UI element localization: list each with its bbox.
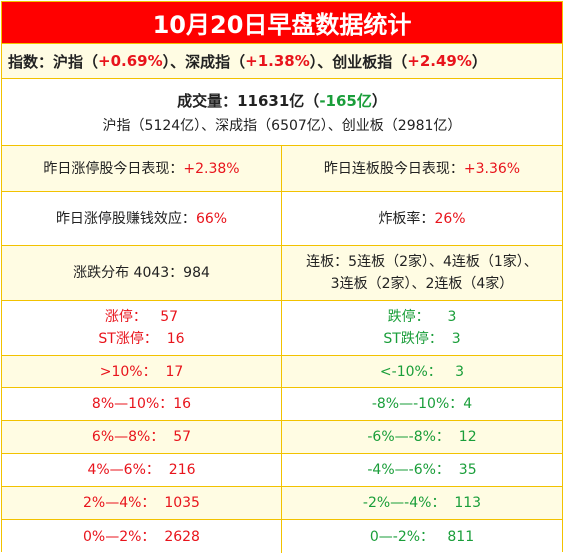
dist-up-cell: >10%： 17 [2, 356, 282, 387]
dist-down-value: -6%—-8%： 12 [367, 429, 477, 445]
dist-down-value: -8%—-10%：4 [371, 396, 473, 412]
streak-line-1: 连板：5连板（2家）、4连板（1家）、 [306, 254, 538, 270]
breadth-row: 涨跌分布 4043：984 连板：5连板（2家）、4连板（1家）、 3连板（2家… [2, 246, 562, 301]
indices-mid1: ）、深成指（ [162, 52, 246, 71]
break-rate-value: 26% [434, 210, 466, 227]
streak-perf-label: 昨日连板股今日表现： [323, 160, 464, 177]
dist-up-value: 2%—4%： 1035 [83, 495, 200, 511]
streak-performance: 昨日连板股今日表现：+3.36% [282, 146, 562, 191]
title-text: 10月20日早盘数据统计 [152, 11, 412, 39]
performance-row: 昨日涨停股今日表现：+2.38% 昨日连板股今日表现：+3.36% [2, 146, 562, 192]
distribution-row: 0%—2%： 2628 0—-2%： 811 [2, 520, 562, 553]
sz-change: +1.38% [245, 52, 310, 70]
dist-up-cell: 8%—10%：16 [2, 388, 282, 420]
volume-detail: 沪指（5124亿）、深成指（6507亿）、创业板（2981亿） [102, 117, 462, 134]
dist-up-value: 4%—6%： 216 [87, 462, 196, 478]
dist-down-value: -2%—-4%： 113 [362, 495, 482, 511]
distribution-row: 8%—10%：16 -8%—-10%：4 [2, 388, 562, 421]
dist-up-value: 0%—2%： 2628 [83, 528, 200, 545]
volume-close: ） [371, 91, 387, 110]
effect-row: 昨日涨停股赚钱效应：66% 炸板率：26% [2, 192, 562, 246]
volume-label: 成交量：11631亿（ [177, 91, 320, 110]
volume-row: 成交量：11631亿（-165亿） 沪指（5124亿）、深成指（6507亿）、创… [2, 79, 562, 146]
indices-row: 指数：沪指（ +0.69% ）、深成指（ +1.38% ）、创业板指（ +2.4… [2, 44, 562, 79]
indices-mid2: ）、创业板指（ [309, 52, 408, 71]
limit-down-cell: 跌停： 3 ST跌停： 3 [282, 301, 562, 355]
dist-down-cell: -8%—-10%：4 [282, 388, 562, 420]
indices-suffix: ） [471, 52, 487, 71]
dist-up-value: 6%—8%： 57 [91, 429, 192, 445]
dist-down-cell: <-10%： 3 [282, 356, 562, 387]
page-title: 10月20日早盘数据统计 [2, 2, 562, 44]
distribution-row: 4%—6%： 216 -4%—-6%： 35 [2, 454, 562, 487]
distribution-row: >10%： 17 <-10%： 3 [2, 356, 562, 388]
dist-down-cell: -6%—-8%： 12 [282, 421, 562, 453]
money-effect-label: 昨日涨停股赚钱效应： [55, 210, 196, 227]
dist-down-value: <-10%： 3 [379, 363, 465, 380]
volume-change: -165亿 [319, 91, 372, 110]
breadth-distribution: 涨跌分布 4043：984 [2, 246, 282, 300]
break-rate: 炸板率：26% [282, 192, 562, 245]
dist-up-cell: 2%—4%： 1035 [2, 487, 282, 519]
cy-change: +2.49% [407, 52, 472, 70]
limitup-perf-value: +2.38% [183, 160, 240, 177]
dist-up-cell: 0%—2%： 2628 [2, 520, 282, 553]
breadth-text: 涨跌分布 4043：984 [73, 265, 210, 281]
dist-up-value: 8%—10%：16 [91, 396, 192, 412]
indices-prefix: 指数：沪指（ [8, 52, 99, 71]
dist-down-value: -4%—-6%： 35 [367, 462, 477, 478]
dist-up-cell: 4%—6%： 216 [2, 454, 282, 486]
dist-up-value: >10%： 17 [99, 363, 184, 380]
money-effect-value: 66% [195, 210, 228, 227]
st-limit-down-count: ST跌停： 3 [383, 331, 461, 347]
limit-up-cell: 涨停： 57 ST涨停： 16 [2, 301, 282, 355]
dist-down-cell: 0—-2%： 811 [282, 520, 562, 553]
distribution-row: 2%—4%： 1035 -2%—-4%： 113 [2, 487, 562, 520]
streak-perf-value: +3.36% [463, 160, 521, 177]
limitup-perf-label: 昨日涨停股今日表现： [43, 160, 184, 177]
limit-up-count: 涨停： 57 [104, 309, 179, 325]
volume-total: 成交量：11631亿（-165亿） [177, 90, 387, 111]
st-limit-up-count: ST涨停： 16 [98, 331, 185, 347]
dist-up-cell: 6%—8%： 57 [2, 421, 282, 453]
limits-row: 涨停： 57 ST涨停： 16 跌停： 3 ST跌停： 3 [2, 301, 562, 356]
dist-down-cell: -4%—-6%： 35 [282, 454, 562, 486]
sh-change: +0.69% [98, 52, 163, 70]
limit-down-count: 跌停： 3 [387, 309, 457, 325]
dist-down-cell: -2%—-4%： 113 [282, 487, 562, 519]
money-effect: 昨日涨停股赚钱效应：66% [2, 192, 282, 245]
streak-summary: 连板：5连板（2家）、4连板（1家）、 3连板（2家）、2连板（4家） [282, 246, 562, 300]
limitup-performance: 昨日涨停股今日表现：+2.38% [2, 146, 282, 191]
streak-line-2: 3连板（2家）、2连板（4家） [330, 276, 514, 292]
break-rate-label: 炸板率： [378, 210, 435, 227]
dist-down-value: 0—-2%： 811 [369, 528, 475, 545]
distribution-row: 6%—8%： 57 -6%—-8%： 12 [2, 421, 562, 454]
